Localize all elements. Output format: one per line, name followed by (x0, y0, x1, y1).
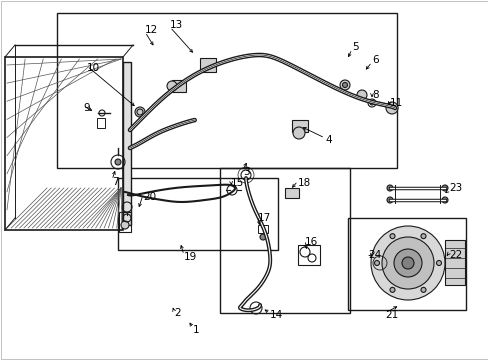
Text: 19: 19 (183, 252, 197, 262)
Text: 12: 12 (145, 25, 158, 35)
Bar (220, 168, 349, 313)
Circle shape (260, 234, 265, 240)
Circle shape (441, 197, 447, 203)
Circle shape (386, 197, 392, 203)
Text: 21: 21 (384, 310, 397, 320)
Bar (172, 80, 185, 92)
Bar (5, 57, 123, 230)
Circle shape (121, 221, 129, 229)
Circle shape (385, 102, 397, 114)
Text: 11: 11 (389, 98, 403, 108)
Circle shape (292, 127, 305, 139)
Text: 13: 13 (170, 20, 183, 30)
Circle shape (370, 226, 444, 300)
Text: 24: 24 (367, 250, 381, 260)
Bar (57, 13, 396, 168)
Circle shape (393, 249, 421, 277)
Text: 7: 7 (112, 177, 119, 187)
Circle shape (356, 90, 366, 100)
Circle shape (389, 234, 394, 239)
Text: 1: 1 (193, 325, 199, 335)
Text: 9: 9 (83, 103, 89, 113)
Text: 23: 23 (448, 183, 461, 193)
Text: 3: 3 (243, 167, 249, 177)
Circle shape (389, 287, 394, 292)
Text: 6: 6 (371, 55, 378, 65)
Text: 8: 8 (371, 90, 378, 100)
Text: 17: 17 (258, 213, 271, 223)
Bar (119, 212, 131, 232)
Text: 4: 4 (325, 135, 331, 145)
Circle shape (381, 237, 433, 289)
Text: 22: 22 (448, 250, 461, 260)
Bar (285, 188, 298, 198)
Text: 2: 2 (174, 308, 180, 318)
Bar (118, 178, 278, 250)
Circle shape (342, 82, 347, 87)
Bar (347, 218, 465, 310)
Circle shape (386, 185, 392, 191)
Text: 18: 18 (297, 178, 311, 188)
Text: 20: 20 (142, 192, 156, 202)
Bar (297, 245, 319, 265)
Circle shape (441, 185, 447, 191)
Circle shape (420, 234, 425, 239)
Circle shape (135, 107, 145, 117)
Bar (97, 118, 105, 128)
Bar (444, 240, 464, 285)
Bar (291, 120, 307, 132)
Text: 5: 5 (351, 42, 358, 52)
Circle shape (374, 261, 379, 266)
Circle shape (369, 101, 373, 105)
Text: 16: 16 (305, 237, 318, 247)
Circle shape (420, 287, 425, 292)
Circle shape (339, 80, 349, 90)
Text: 14: 14 (269, 310, 283, 320)
Circle shape (167, 81, 177, 91)
Bar (258, 225, 267, 233)
Text: 10: 10 (87, 63, 100, 73)
Circle shape (401, 257, 413, 269)
Bar (123, 62, 131, 225)
Circle shape (115, 159, 121, 165)
Bar (200, 58, 216, 72)
Text: 15: 15 (230, 178, 244, 188)
Circle shape (436, 261, 441, 266)
